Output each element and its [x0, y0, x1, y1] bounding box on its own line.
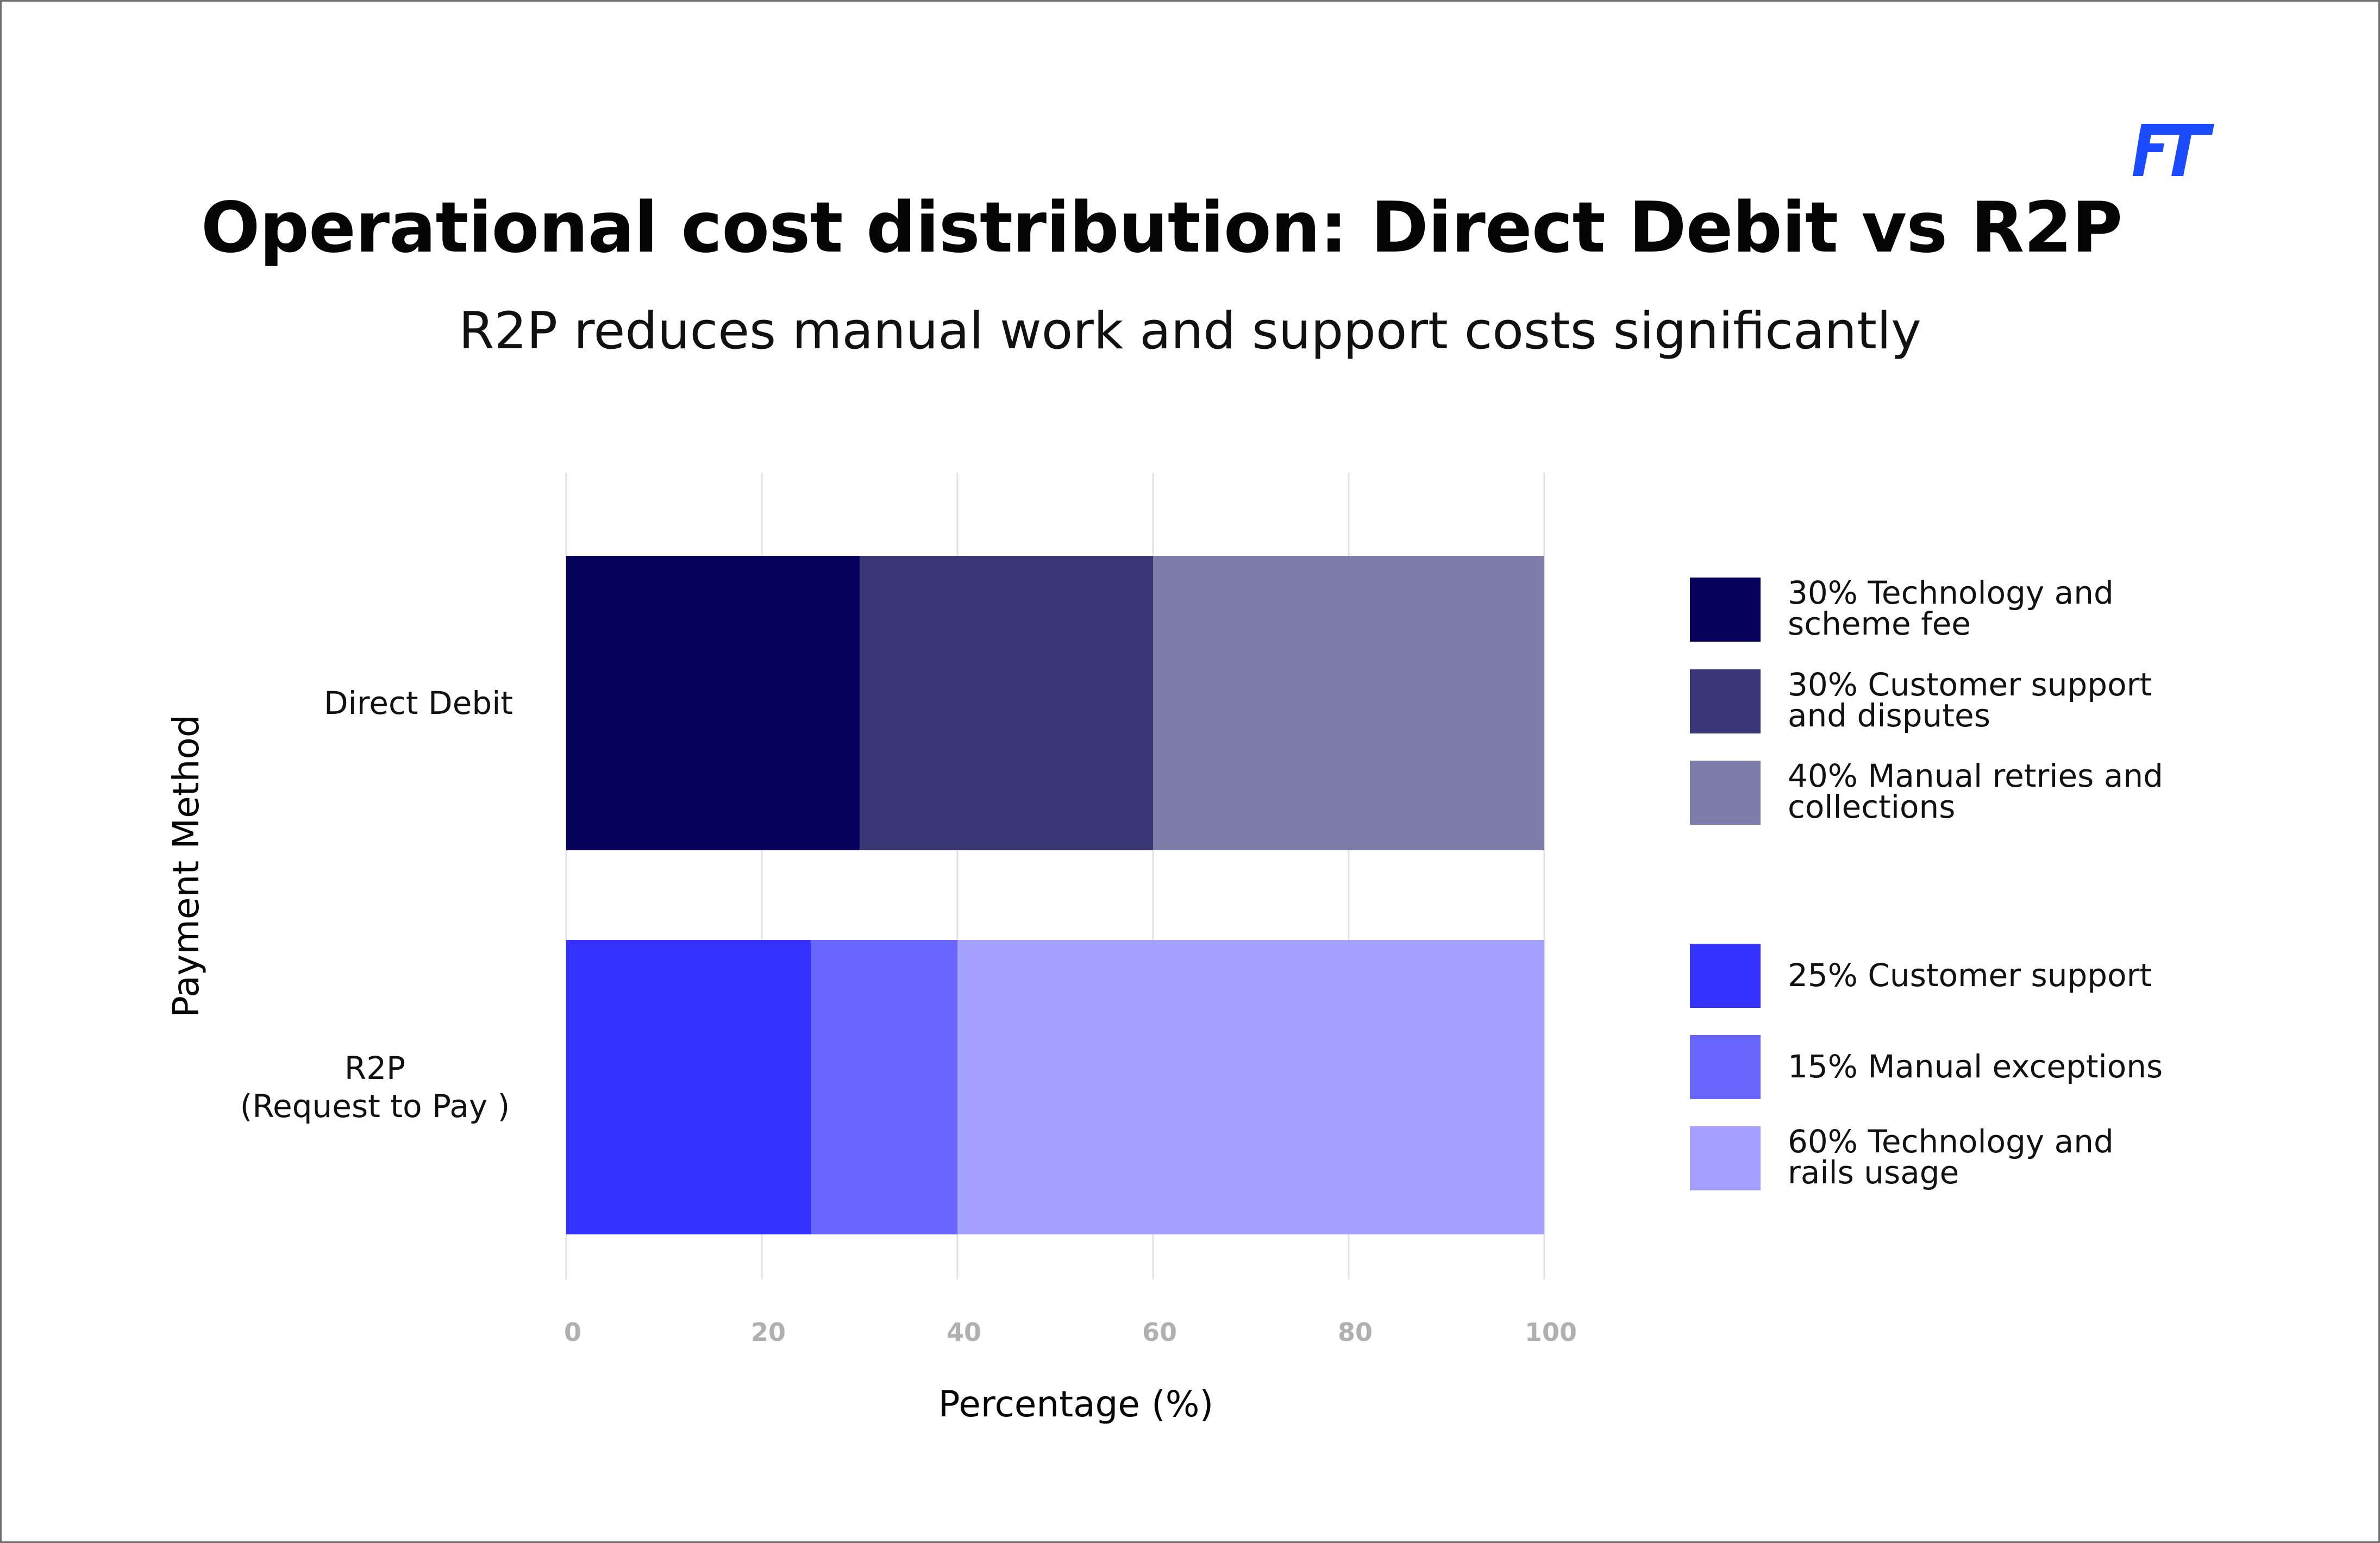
x-tick-label: 40 — [947, 1318, 981, 1347]
category-label: (Request to Pay ) — [240, 1088, 510, 1125]
x-tick-label: 100 — [1525, 1318, 1577, 1347]
legend-label: 30% Technology and scheme fee — [1788, 574, 2114, 642]
chart-subtitle: R2P reduces manual work and support cost… — [459, 302, 1921, 361]
x-tick-label: 20 — [751, 1318, 786, 1347]
category-label: R2P — [345, 1050, 405, 1087]
category-labels: Direct Debit R2P(Request to Pay ) — [240, 685, 513, 1125]
legend-swatch — [1690, 578, 1761, 642]
bar-segment — [811, 940, 957, 1234]
bar-segment — [860, 556, 1153, 850]
x-tick-label: 80 — [1338, 1318, 1373, 1347]
legend-label: 30% Customer support and disputes — [1788, 666, 2152, 734]
legend-label: 60% Technology and rails usage — [1788, 1123, 2114, 1191]
ft-logo: FT — [2133, 124, 2214, 176]
y-axis-label: Payment Method — [165, 714, 207, 1017]
x-axis-label: Percentage (%) — [938, 1383, 1213, 1425]
legend-swatch — [1690, 944, 1761, 1008]
chart-title: Operational cost distribution: Direct De… — [201, 187, 2123, 268]
bar-segment — [1153, 556, 1544, 850]
bar-segment — [566, 940, 811, 1234]
legend-swatch — [1690, 669, 1761, 733]
x-tick-label: 60 — [1142, 1318, 1177, 1347]
legend-swatch — [1690, 761, 1761, 825]
x-tick-labels: 0 20 40 60 80 100 — [564, 1318, 1577, 1347]
legend-swatch — [1690, 1035, 1761, 1099]
bars — [566, 556, 1544, 1234]
legend-label: 15% Manual exceptions — [1788, 1048, 2163, 1085]
bar-segment — [566, 556, 860, 850]
legend-label: 40% Manual retries and collections — [1788, 757, 2163, 825]
legend-label: 25% Customer support — [1788, 957, 2152, 994]
bar-segment — [957, 940, 1544, 1234]
x-tick-label: 0 — [564, 1318, 581, 1347]
legend-swatch — [1690, 1126, 1761, 1190]
category-label: Direct Debit — [324, 685, 513, 722]
